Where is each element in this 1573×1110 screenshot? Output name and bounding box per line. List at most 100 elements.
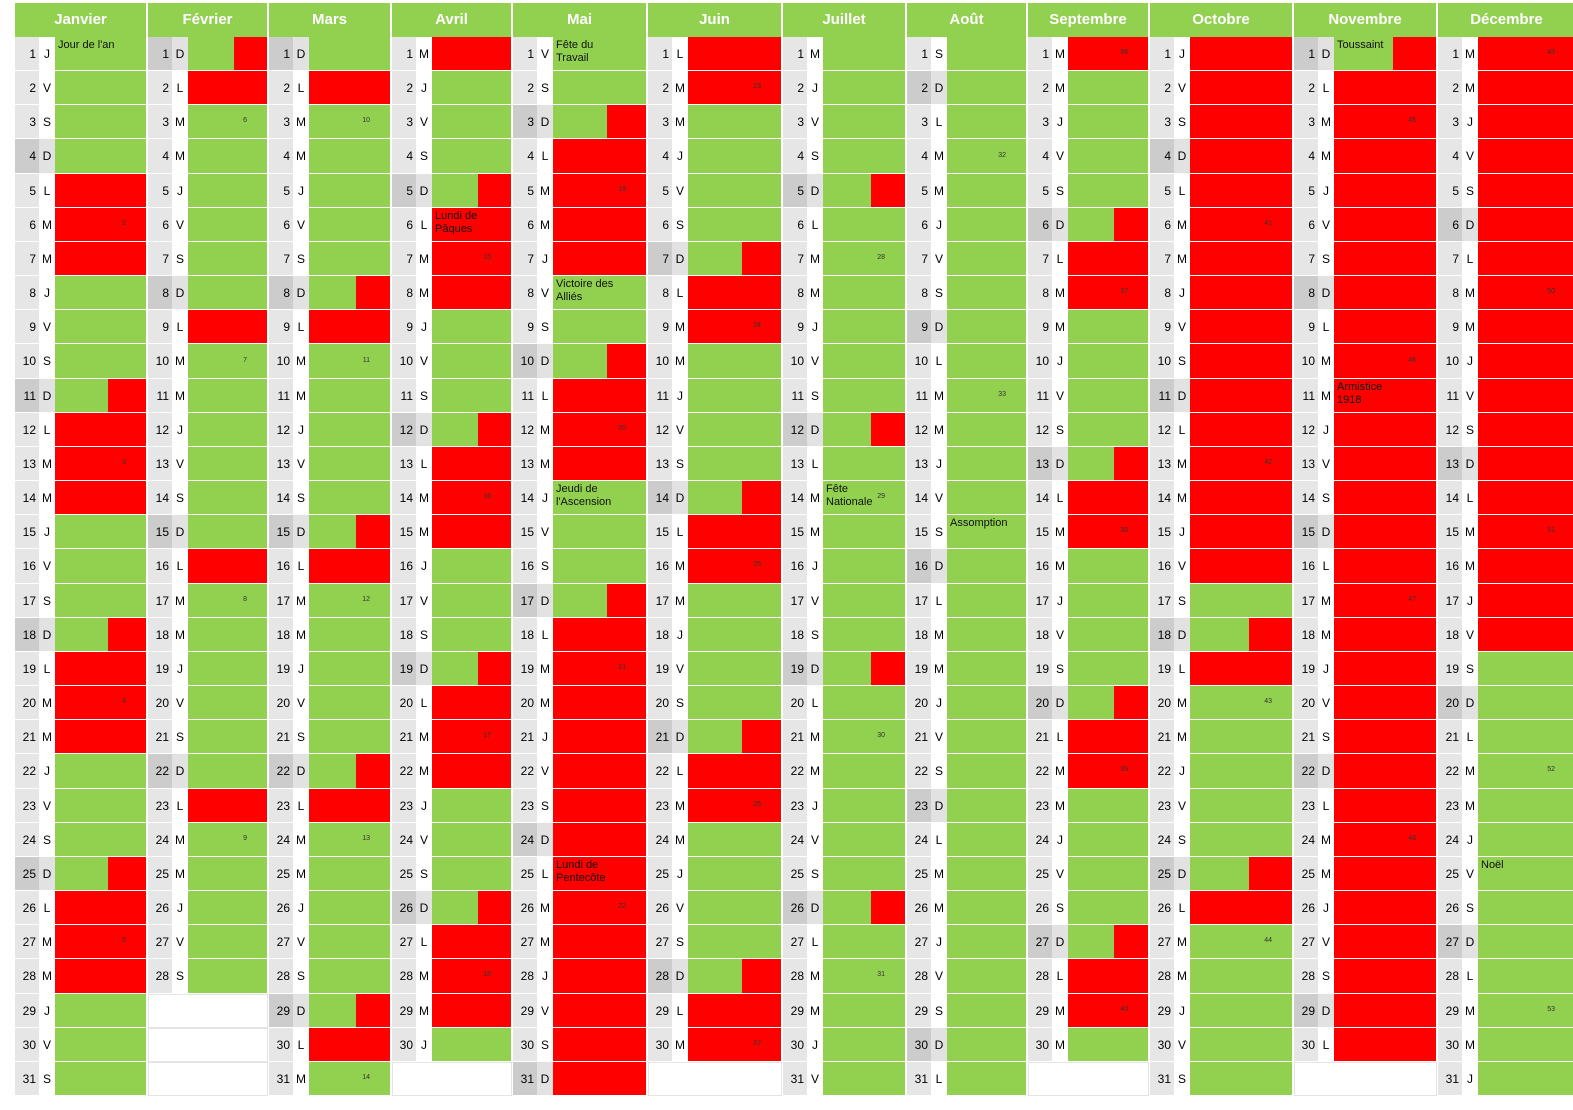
month-header: Décembre [1438, 3, 1573, 37]
week-number: 9 [243, 834, 247, 842]
day-number: 10 [15, 344, 39, 379]
weekday: V [416, 583, 432, 618]
day-cell [1334, 446, 1437, 482]
week-number: 40 [1120, 1005, 1128, 1013]
day-cell [823, 891, 906, 926]
weekday: L [1318, 788, 1334, 823]
day-number: 25 [269, 856, 293, 892]
day-cell [432, 173, 512, 208]
day-cell: Toussaint [1334, 37, 1437, 72]
day-cell [1334, 925, 1437, 960]
day-number: 25 [1294, 856, 1318, 892]
day-cell: 50 [1478, 276, 1573, 311]
day-cell [309, 686, 391, 721]
day-cell [823, 515, 906, 550]
day-number: 28 [15, 959, 39, 994]
day-cell [432, 856, 512, 892]
day-cell [1190, 1027, 1293, 1062]
day-number: 19 [1438, 651, 1462, 687]
day-cell [553, 686, 647, 721]
weekday: L [1052, 959, 1068, 994]
day-number: 23 [1438, 788, 1462, 823]
day-number: 11 [907, 378, 931, 413]
weekday: M [1318, 378, 1334, 413]
weekday: V [1174, 310, 1190, 345]
weekday: J [1318, 412, 1334, 447]
day-cell [55, 481, 147, 516]
day-cell [55, 583, 147, 618]
weekday: V [1462, 139, 1478, 174]
day-number: 17 [15, 583, 39, 618]
weekday: J [1052, 583, 1068, 618]
day-cell [432, 822, 512, 857]
day-number: 7 [1028, 241, 1052, 277]
day-cell [309, 993, 391, 1028]
weekday: M [1174, 686, 1190, 721]
weekday: V [416, 822, 432, 857]
day-cell: 8 [188, 583, 268, 618]
day-number: 29 [15, 993, 39, 1028]
weekday: D [1462, 207, 1478, 242]
day-number: 20 [907, 686, 931, 721]
day-cell [1334, 276, 1437, 311]
weekday: L [39, 891, 55, 926]
week-number: 11 [362, 356, 370, 364]
weekday: D [807, 891, 823, 926]
day-number: 8 [1294, 276, 1318, 311]
weekday: M [1174, 446, 1190, 482]
day-cell [55, 71, 147, 106]
day-cell [432, 686, 512, 721]
day-cell [309, 959, 391, 994]
weekday: M [807, 754, 823, 789]
weekday: V [293, 686, 309, 721]
day-number: 10 [783, 344, 807, 379]
day-number: 12 [1150, 412, 1174, 447]
day-number: 16 [648, 549, 672, 584]
day-number: 20 [1150, 686, 1174, 721]
weekday: S [1052, 651, 1068, 687]
weekday: M [537, 446, 553, 482]
month-header: Mai [513, 3, 647, 37]
weekday: V [1174, 1027, 1190, 1062]
weekday: J [39, 37, 55, 72]
day-number: 24 [1028, 822, 1052, 857]
day-cell [688, 173, 782, 208]
day-number: 24 [392, 822, 416, 857]
day-number: 7 [513, 241, 537, 277]
day-cell [947, 412, 1027, 447]
day-number: 21 [1150, 720, 1174, 755]
day-cell [1334, 241, 1437, 277]
weekday: V [39, 71, 55, 106]
day-cell [947, 856, 1027, 892]
weekday: M [416, 241, 432, 277]
day-number: 22 [1150, 754, 1174, 789]
weekday: M [1462, 37, 1478, 72]
day-number: 11 [1294, 378, 1318, 413]
week-number: 51 [1547, 527, 1555, 535]
day-number: 12 [392, 412, 416, 447]
day-number: 18 [907, 617, 931, 652]
day-number: 5 [648, 173, 672, 208]
day-cell: 46 [1334, 344, 1437, 379]
day-cell [1068, 686, 1149, 721]
week-number: 16 [483, 493, 491, 501]
weekday: M [416, 959, 432, 994]
day-cell [688, 583, 782, 618]
weekday: M [931, 173, 947, 208]
weekday: L [537, 617, 553, 652]
holiday: Jour de l'an [58, 39, 115, 51]
weekday: J [416, 310, 432, 345]
weekday: M [293, 105, 309, 140]
weekday: S [672, 446, 688, 482]
day-number: 21 [148, 720, 172, 755]
weekday: D [1052, 207, 1068, 242]
day-cell [553, 71, 647, 106]
weekday: J [537, 481, 553, 516]
week-number: 39 [1120, 766, 1128, 774]
day-cell [432, 276, 512, 311]
day-number: 16 [1294, 549, 1318, 584]
day-number: 1 [1150, 37, 1174, 72]
day-number: 26 [648, 891, 672, 926]
day-number: 28 [148, 959, 172, 994]
day-cell [432, 925, 512, 960]
